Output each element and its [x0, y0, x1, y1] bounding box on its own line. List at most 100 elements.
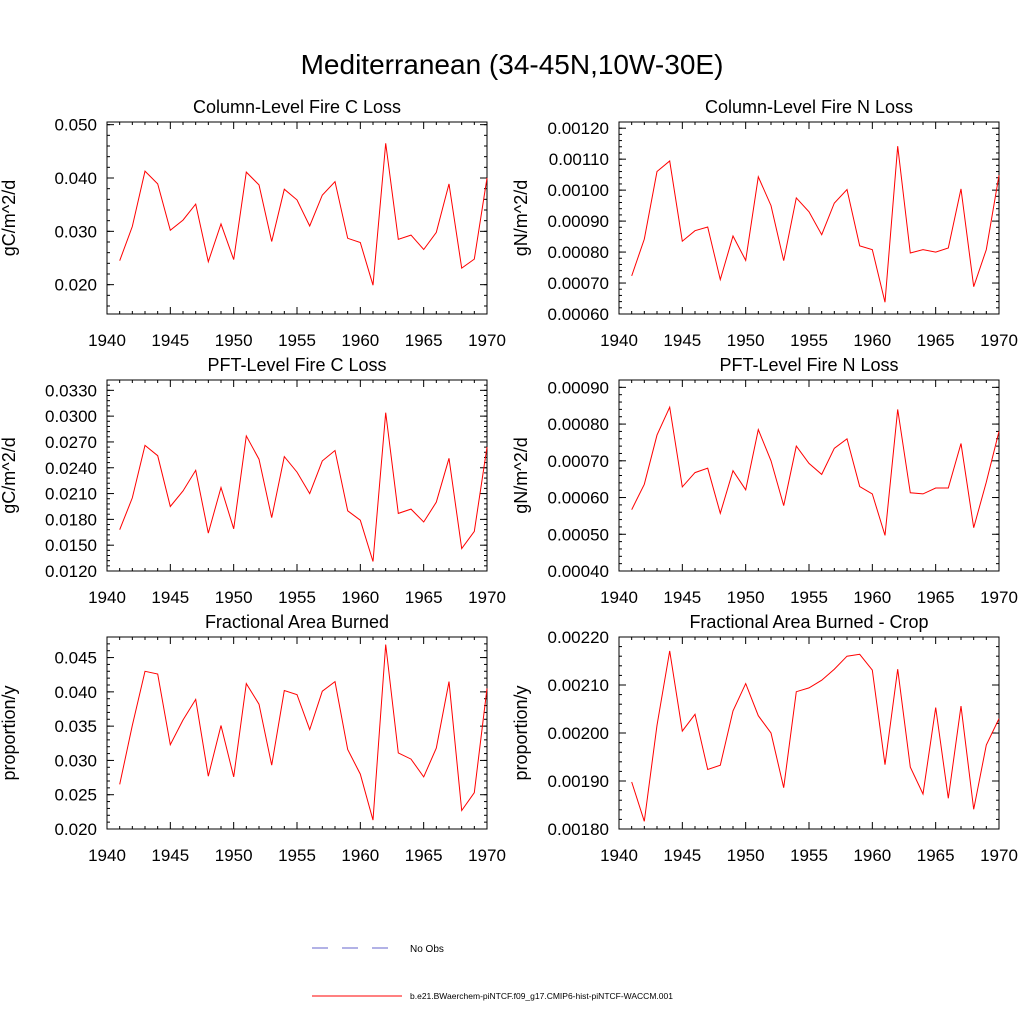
figure-title: Mediterranean (34-45N,10W-30E)	[301, 49, 724, 80]
y-tick-label: 0.0330	[45, 381, 97, 400]
plot-frame	[106, 636, 488, 830]
y-tick-label: 0.00060	[548, 305, 609, 324]
y-tick-label: 0.020	[54, 276, 97, 295]
y-tick-label: 0.00100	[548, 181, 609, 200]
y-tick-label: 0.030	[54, 751, 97, 770]
x-tick-label: 1965	[917, 846, 955, 865]
chart-panel-4: PFT-Level Fire N Loss 1940 1945 1950 1955 196…	[511, 355, 1018, 607]
panel-title: PFT-Level Fire N Loss	[719, 355, 898, 375]
y-tick-label: 0.00220	[548, 628, 609, 647]
series-line	[631, 146, 1000, 303]
y-tick-label: 0.00070	[548, 452, 609, 471]
y-tick-label: 0.0180	[45, 510, 97, 529]
x-tick-label: 1945	[663, 846, 701, 865]
x-tick-label: 1970	[468, 331, 506, 350]
y-tick-label: 0.030	[54, 222, 97, 241]
x-tick-label: 1955	[790, 331, 828, 350]
x-tick-label: 1940	[600, 331, 638, 350]
series-line	[631, 405, 1000, 536]
x-tick-label: 1960	[853, 331, 891, 350]
x-tick-label: 1960	[341, 331, 379, 350]
legend-model-label: b.e21.BWaerchem-piNTCF.f09_g17.CMIP6-his…	[410, 991, 673, 1001]
x-tick-label: 1955	[790, 588, 828, 607]
y-tick-label: 0.00190	[548, 772, 609, 791]
x-tick-label: 1955	[278, 846, 316, 865]
x-tick-label: 1955	[278, 331, 316, 350]
y-tick-label: 0.0120	[45, 562, 97, 581]
y-tick-label: 0.00090	[548, 212, 609, 231]
plot-frame	[618, 121, 1000, 315]
x-tick-label: 1965	[917, 588, 955, 607]
y-tick-label: 0.040	[54, 683, 97, 702]
panel-title: Fractional Area Burned	[205, 612, 389, 632]
y-axis-label: proportion/y	[511, 685, 531, 780]
x-tick-label: 1945	[151, 588, 189, 607]
panel-title: PFT-Level Fire C Loss	[207, 355, 386, 375]
x-tick-label: 1970	[468, 846, 506, 865]
x-tick-label: 1970	[980, 331, 1018, 350]
y-tick-label: 0.0300	[45, 407, 97, 426]
x-tick-label: 1950	[215, 588, 253, 607]
series-line	[119, 412, 488, 562]
x-tick-label: 1970	[468, 588, 506, 607]
y-tick-label: 0.0270	[45, 433, 97, 452]
y-tick-label: 0.035	[54, 717, 97, 736]
x-tick-label: 1950	[727, 331, 765, 350]
y-tick-label: 0.00050	[548, 525, 609, 544]
y-tick-label: 0.00080	[548, 243, 609, 262]
y-axis-label: gN/m^2/d	[511, 180, 531, 256]
x-tick-label: 1965	[917, 331, 955, 350]
panel-title: Column-Level Fire N Loss	[705, 97, 913, 117]
plot-frame	[106, 379, 488, 572]
y-tick-label: 0.00040	[548, 562, 609, 581]
x-tick-label: 1950	[727, 588, 765, 607]
panel-title: Fractional Area Burned - Crop	[689, 612, 928, 632]
y-axis-label: gC/m^2/d	[0, 180, 19, 256]
y-tick-label: 0.00180	[548, 820, 609, 839]
y-axis-label: gN/m^2/d	[511, 437, 531, 513]
x-tick-label: 1970	[980, 846, 1018, 865]
x-tick-label: 1965	[405, 846, 443, 865]
y-tick-label: 0.00080	[548, 415, 609, 434]
chart-panel-6: Fractional Area Burned - Crop 1940 1945 195…	[511, 612, 1018, 865]
series-line	[119, 644, 488, 821]
y-tick-label: 0.0240	[45, 459, 97, 478]
x-tick-label: 1940	[600, 846, 638, 865]
chart-panel-5: Fractional Area Burned 1940 1945 1950 1955 19…	[0, 612, 506, 865]
x-tick-label: 1950	[727, 846, 765, 865]
x-tick-label: 1945	[663, 331, 701, 350]
x-tick-label: 1940	[88, 846, 126, 865]
y-tick-label: 0.00070	[548, 274, 609, 293]
y-axis-label: proportion/y	[0, 685, 19, 780]
x-tick-label: 1940	[600, 588, 638, 607]
y-tick-label: 0.045	[54, 649, 97, 668]
y-tick-label: 0.00060	[548, 489, 609, 508]
chart-panel-1: Column-Level Fire C Loss 1940 1945 1950 1955…	[0, 97, 506, 350]
plot-frame	[618, 379, 1000, 572]
x-tick-label: 1960	[853, 846, 891, 865]
y-tick-label: 0.020	[54, 820, 97, 839]
y-axis-label: gC/m^2/d	[0, 437, 19, 513]
x-tick-label: 1945	[663, 588, 701, 607]
x-tick-label: 1970	[980, 588, 1018, 607]
chart-panels: Column-Level Fire C Loss 1940 1945 1950 1955…	[0, 97, 1018, 865]
plot-frame	[106, 121, 488, 315]
series-line	[119, 143, 488, 286]
chart-panel-2: Column-Level Fire N Loss 1940 1945 1950 1955…	[511, 97, 1018, 350]
x-tick-label: 1960	[341, 588, 379, 607]
series-line	[631, 650, 1000, 822]
y-tick-label: 0.025	[54, 786, 97, 805]
x-tick-label: 1945	[151, 331, 189, 350]
y-tick-label: 0.00200	[548, 724, 609, 743]
y-tick-label: 0.040	[54, 169, 97, 188]
y-tick-label: 0.00110	[549, 150, 609, 169]
y-tick-label: 0.00090	[548, 378, 609, 397]
x-tick-label: 1965	[405, 588, 443, 607]
x-tick-label: 1960	[341, 846, 379, 865]
panel-title: Column-Level Fire C Loss	[193, 97, 401, 117]
legend-obs-label: No Obs	[410, 944, 444, 955]
x-tick-label: 1950	[215, 846, 253, 865]
plot-frame	[618, 636, 1000, 830]
legend: No Obs b.e21.BWaerchem-piNTCF.f09_g17.CM…	[312, 944, 673, 1001]
